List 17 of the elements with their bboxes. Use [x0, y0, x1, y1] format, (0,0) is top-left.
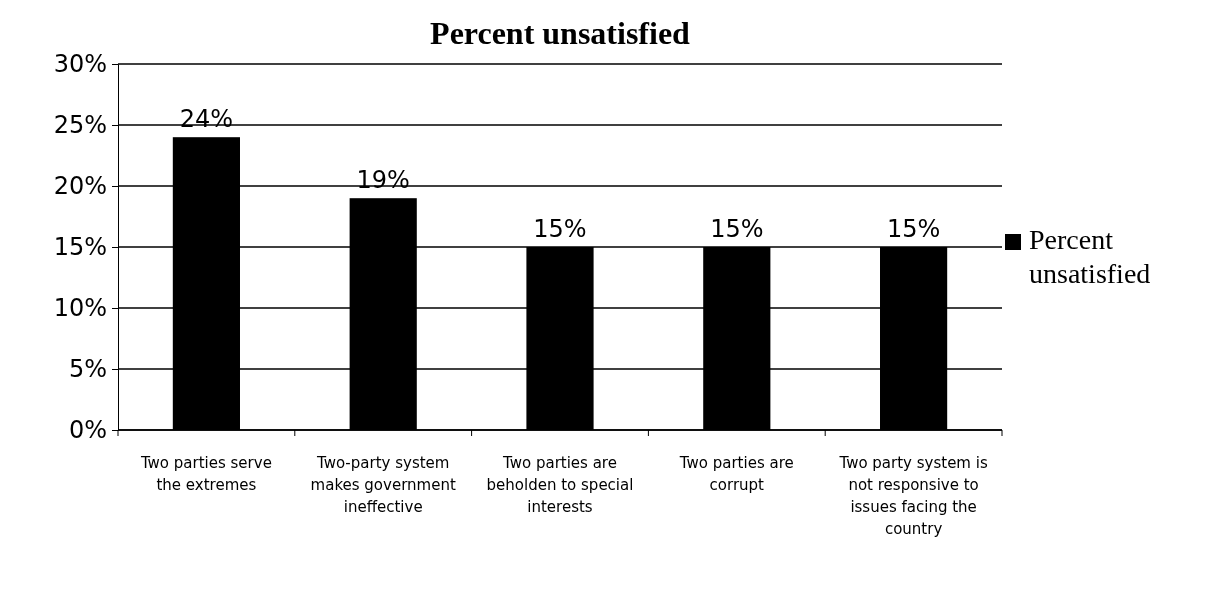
data-label: 15%	[533, 215, 587, 243]
y-tick-label: 25%	[53, 111, 107, 140]
chart-title: Percent unsatisfied	[430, 15, 691, 51]
data-label: 15%	[886, 215, 941, 243]
y-tick-label: 0%	[68, 416, 107, 445]
y-tick-label: 20%	[53, 172, 107, 201]
x-tick-label: Two parties serve the extremes	[139, 454, 272, 494]
y-tick-label: 15%	[53, 233, 107, 262]
data-label: 15%	[710, 215, 764, 243]
x-tick-label: Two parties are corrupt	[678, 454, 794, 494]
y-tick-label: 5%	[68, 355, 107, 384]
x-tick-label: Two-party system makes government ineffective	[310, 454, 456, 516]
y-tick-label: 30%	[53, 50, 107, 79]
x-tick-label: Two party system is not responsive to issues facing the country	[838, 454, 988, 538]
y-tick-label: 10%	[53, 294, 107, 323]
x-tick-label: Two parties are beholden to special interests	[486, 454, 634, 516]
legend-label: Percent unsatisfied	[1029, 224, 1151, 289]
